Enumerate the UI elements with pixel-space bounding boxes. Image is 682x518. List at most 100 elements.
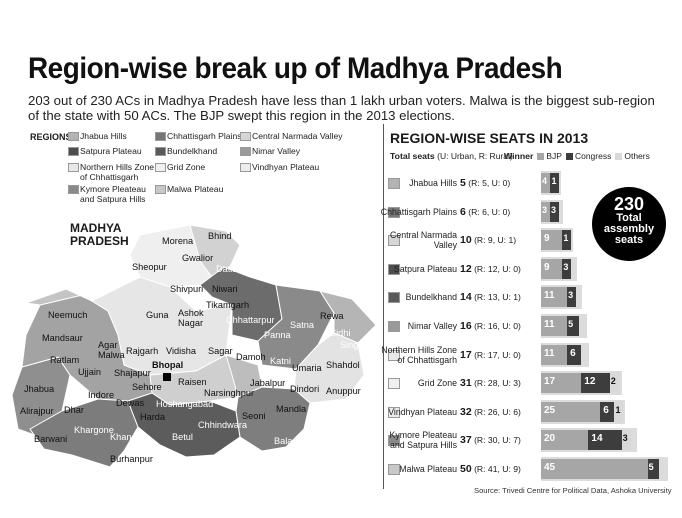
total-seats-header: Total seats (U: Urban, R: Rural)	[390, 151, 513, 161]
bar-cong: 3	[562, 258, 572, 279]
region-name-line: Chhattisgarh Plains	[380, 206, 457, 217]
region-name: Kymore Pleateau and Satpura Hills	[390, 430, 457, 450]
total-seats-label: Total seats	[390, 151, 435, 161]
city-label-mandla: Mandla	[276, 404, 307, 414]
legend-swatch	[68, 185, 79, 194]
city-label-rajgarh: Rajgarh	[126, 346, 159, 356]
city-label-ashok-nagar: Ashok	[178, 308, 204, 318]
bar-label-cong: 1	[563, 233, 569, 244]
city-label-neemuch: Neemuch	[48, 310, 88, 320]
legend-swatch	[155, 185, 166, 194]
source-note: Source: Trivedi Centre for Political Dat…	[474, 486, 672, 495]
legend-label: Grid Zone	[167, 162, 206, 172]
bar-cong: 3	[567, 287, 577, 308]
city-label-damoh: Damoh	[236, 352, 266, 362]
madhya-pradesh-map	[11, 224, 377, 468]
city-label-sagar: Sagar	[208, 346, 233, 356]
region-total: 5 (R: 5, U: 0)	[460, 177, 510, 189]
region-row: Grid Zone 31 (R: 28, U: 3) 17 12 2	[388, 370, 668, 396]
region-row: Chhattisgarh Plains 6 (R: 6, U: 0) 3 3	[381, 199, 668, 225]
city-label-ashok-nagar: Nagar	[178, 318, 204, 328]
bar-label-bjp: 20	[544, 433, 556, 445]
region-total: 50 (R: 41, U: 9)	[460, 463, 521, 475]
region-total: 10 (R: 9, U: 1)	[460, 234, 516, 246]
region-name: Grid Zone	[418, 378, 457, 388]
bar-cong: 5	[567, 316, 579, 336]
legend-heading: REGIONS	[30, 132, 72, 142]
rural-urban-breakdown: (R: 17, U: 0)	[471, 349, 521, 360]
city-label-mandsaur: Mandsaur	[42, 333, 83, 343]
total-seats-value: 31	[460, 377, 472, 390]
legend-swatch	[68, 163, 79, 172]
map-region-chhattisgarh-plains	[235, 386, 311, 452]
legend-swatch	[240, 163, 251, 172]
map-region-satpura-plateau	[127, 392, 241, 458]
city-label-sheopur: Sheopur	[132, 262, 167, 272]
bar-bjp: 20	[541, 430, 589, 451]
bar-label-bjp: 11	[544, 347, 555, 359]
region-swatch	[388, 321, 400, 332]
city-label-jabalpur: Jabalpur	[250, 378, 286, 388]
region-name-line: of Chhattisgarh	[397, 354, 457, 365]
region-row: Kymore Pleateau and Satpura Hills 37 (R: 3…	[388, 427, 668, 453]
city-label-bhind: Bhind	[208, 231, 232, 241]
party-legend-swatch	[565, 153, 573, 160]
region-swatch	[388, 206, 400, 218]
city-label-khargone: Khargone	[74, 425, 114, 435]
region-total: 14 (R: 13, U: 1)	[460, 291, 521, 303]
bar-label-bjp: 45	[544, 462, 556, 473]
region-name: Bundelkhand	[406, 292, 457, 302]
city-label-morena: Morena	[162, 236, 194, 246]
map-region-jabalpur	[225, 354, 263, 398]
city-label-dewas: Dewas	[116, 398, 145, 408]
winner-label: Winner	[504, 151, 534, 161]
bar-label-cong: 12	[584, 376, 596, 388]
region-total: 31 (R: 28, U: 3)	[460, 377, 521, 389]
region-name-line: Malwa Plateau	[399, 464, 457, 474]
bar-bjp: 11	[541, 344, 568, 365]
region-name: Malwa Plateau	[399, 464, 457, 474]
city-label-anuppur: Anuppur	[326, 386, 361, 396]
total-seats-value: 10	[460, 234, 472, 247]
legend-label: Satpura Plateau	[80, 146, 142, 156]
bar-bjp: 45	[541, 459, 648, 479]
region-name: Nimar Valley	[408, 321, 457, 331]
total-seats-value: 12	[460, 262, 472, 275]
city-label-agar-malwa: Malwa	[98, 350, 125, 360]
rural-urban-breakdown: (R: 9, U: 1)	[471, 235, 517, 246]
bar-label-cong: 3	[568, 290, 574, 301]
badge-number: 230	[613, 194, 645, 214]
city-label-barwani: Barwani	[34, 434, 68, 444]
region-swatch	[388, 263, 400, 275]
bar-cong: 5	[647, 459, 660, 479]
city-label-alirajpur: Alirajpur	[20, 406, 54, 416]
bar-label-oth: 3	[622, 433, 628, 444]
city-label-harda: Harda	[140, 412, 166, 422]
rural-urban-breakdown: (R: 16, U: 0)	[471, 321, 521, 331]
party-legend-label: BJP	[546, 151, 562, 161]
bar-cong: 1	[562, 230, 572, 251]
map-region-malwa-north	[25, 288, 93, 306]
party-legend-label: Congress	[574, 151, 612, 161]
legend-swatch	[155, 147, 166, 156]
region-swatch	[388, 435, 400, 447]
legend-label: Central Narmada Valley	[252, 131, 343, 141]
region-total: 6 (R: 6, U: 0)	[460, 206, 510, 218]
bar-bjp: 25	[541, 401, 601, 422]
region-name: Central Narmada Valley	[390, 230, 457, 250]
total-seats-value: 50	[460, 463, 472, 475]
region-name-line: Vindhyan Plateau	[388, 406, 457, 417]
city-label-hoshangabad: Hoshangabad	[156, 399, 214, 409]
bar-bjp: 11	[541, 316, 568, 336]
region-row: Vindhyan Plateau 32 (R: 26, U: 6) 25 6 1	[388, 399, 668, 425]
region-row: Jhabua Hills 5 (R: 5, U: 0) 4 1	[388, 170, 668, 196]
city-label-ujjain: Ujjain	[78, 367, 101, 377]
map-region-nimar-valley	[29, 398, 139, 468]
bar-bjp: 17	[541, 373, 582, 394]
bar-label-bjp: 3	[542, 204, 548, 215]
region-name-line: Northern Hills Zone	[381, 344, 457, 355]
party-legend-label: Others	[624, 151, 650, 161]
rural-urban-breakdown: (R: 6, U: 0)	[465, 206, 511, 217]
legend-swatch	[240, 132, 251, 141]
city-label-jhabua: Jhabua	[24, 384, 55, 394]
